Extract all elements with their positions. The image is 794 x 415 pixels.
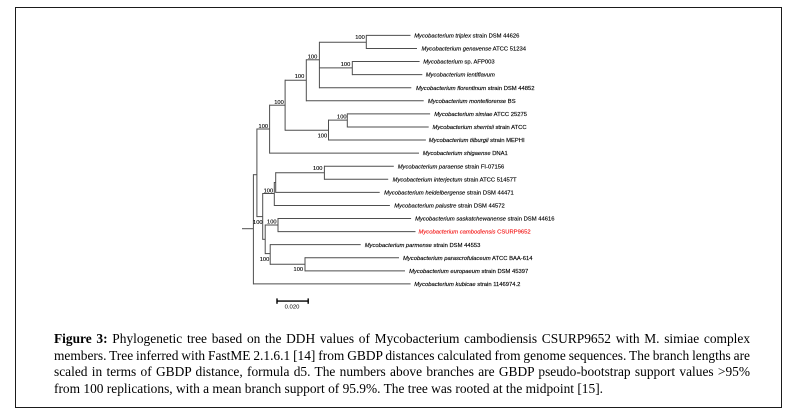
svg-text:Mycobacterium parmense strain: Mycobacterium parmense strain DSM 44553: [365, 243, 481, 249]
svg-text:Mycobacterium palustre strain: Mycobacterium palustre strain DSM 44572: [394, 204, 504, 210]
svg-text:Mycobacterium heidelbergense s: Mycobacterium heidelbergense strain DSM …: [384, 190, 514, 196]
svg-text:100: 100: [308, 55, 318, 61]
svg-text:100: 100: [259, 124, 269, 130]
svg-text:Mycobacterium tilburgii strain: Mycobacterium tilburgii strain MEPHI: [429, 138, 525, 144]
svg-text:100: 100: [313, 166, 323, 172]
svg-text:Mycobacterium kubicae strain 1: Mycobacterium kubicae strain 1146974.2: [414, 282, 520, 288]
svg-text:100: 100: [337, 114, 347, 120]
svg-text:100: 100: [294, 267, 304, 273]
svg-text:100: 100: [295, 74, 305, 80]
svg-text:Mycobacterium genavense ATCC 5: Mycobacterium genavense ATCC 51234: [422, 47, 527, 53]
svg-text:Mycobacterium triplex strain D: Mycobacterium triplex strain DSM 44626: [414, 34, 519, 40]
svg-text:Mycobacterium shigaense DNA1: Mycobacterium shigaense DNA1: [423, 151, 508, 157]
svg-text:100: 100: [253, 220, 263, 226]
svg-text:100: 100: [260, 257, 270, 263]
svg-text:Mycobacterium paraense strain: Mycobacterium paraense strain FI-07156: [398, 164, 505, 170]
svg-text:Mycobacterium sherrisii strain: Mycobacterium sherrisii strain ATCC: [433, 125, 527, 131]
svg-text:Mycobacterium europaeum strain: Mycobacterium europaeum strain DSM 45397: [409, 269, 528, 275]
svg-text:Mycobacterium cambodiensis CSU: Mycobacterium cambodiensis CSURP9652: [419, 230, 531, 236]
svg-text:Mycobacterium saskatchewanense: Mycobacterium saskatchewanense strain DS…: [415, 217, 554, 223]
svg-text:100: 100: [264, 189, 274, 195]
svg-text:Mycobacterium sp. AFP003: Mycobacterium sp. AFP003: [423, 60, 494, 66]
svg-text:0.020: 0.020: [285, 305, 300, 311]
svg-text:Mycobacterium lentiflavum: Mycobacterium lentiflavum: [426, 73, 495, 79]
svg-text:100: 100: [318, 134, 328, 140]
svg-text:Mycobacterium interjectum stra: Mycobacterium interjectum strain ATCC 51…: [393, 177, 517, 183]
svg-text:Mycobacterium florentinum stra: Mycobacterium florentinum strain DSM 448…: [416, 86, 535, 92]
svg-text:100: 100: [274, 100, 284, 106]
svg-text:100: 100: [267, 219, 277, 225]
svg-text:100: 100: [355, 35, 365, 41]
svg-text:100: 100: [341, 62, 351, 68]
svg-text:Mycobacterium montefiorense BS: Mycobacterium montefiorense BS: [428, 99, 516, 105]
svg-text:Mycobacterium simiae ATCC 2527: Mycobacterium simiae ATCC 25275: [434, 112, 527, 118]
svg-text:Mycobacterium parascrofulaceum: Mycobacterium parascrofulaceum ATCC BAA-…: [403, 256, 533, 262]
